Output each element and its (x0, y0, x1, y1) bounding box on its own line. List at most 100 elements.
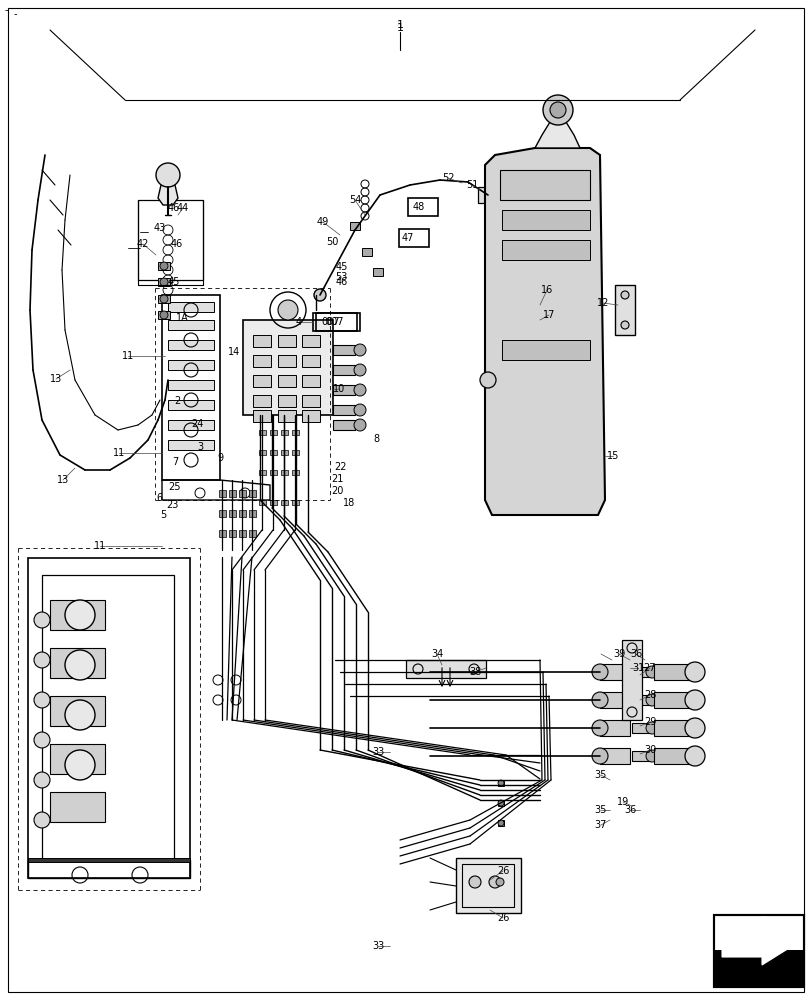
Bar (599, 720, 629, 736)
Bar (229, 530, 236, 537)
Circle shape (620, 321, 629, 329)
Bar (158, 262, 169, 270)
Bar (292, 450, 298, 455)
Bar (362, 248, 371, 256)
Bar (333, 365, 354, 375)
Text: 14: 14 (228, 347, 240, 357)
Text: -: - (14, 9, 18, 19)
Bar (406, 660, 486, 678)
Bar (478, 187, 501, 203)
Polygon shape (484, 148, 604, 515)
Text: 16: 16 (540, 285, 552, 295)
Bar (168, 420, 214, 430)
Bar (219, 510, 225, 517)
Text: 20: 20 (330, 486, 343, 496)
Bar (138, 200, 203, 280)
Text: 36: 36 (629, 649, 642, 659)
Bar (500, 170, 590, 200)
Bar (50, 744, 105, 774)
Bar (50, 648, 105, 678)
Text: 44: 44 (177, 203, 189, 213)
Text: 1: 1 (396, 20, 403, 30)
Bar (614, 285, 634, 335)
Bar (259, 500, 266, 505)
Bar (631, 667, 651, 677)
Circle shape (34, 692, 50, 708)
Text: 52: 52 (441, 173, 453, 183)
Bar (42, 575, 174, 860)
Bar (333, 345, 354, 355)
Text: 51: 51 (466, 180, 478, 190)
Polygon shape (721, 915, 801, 965)
Bar (333, 420, 354, 430)
Circle shape (684, 690, 704, 710)
Text: 7: 7 (172, 457, 178, 467)
Text: 53: 53 (334, 272, 347, 282)
Text: 35: 35 (594, 770, 607, 780)
Circle shape (591, 720, 607, 736)
Circle shape (354, 364, 366, 376)
Bar (456, 858, 521, 913)
Text: 33: 33 (371, 747, 384, 757)
Circle shape (479, 372, 496, 388)
Text: 24: 24 (191, 419, 203, 429)
Bar (497, 820, 504, 826)
Bar (631, 751, 651, 761)
Bar (501, 340, 590, 360)
Text: 35: 35 (594, 805, 607, 815)
Text: 5: 5 (160, 510, 166, 520)
Bar (277, 375, 296, 387)
Circle shape (684, 746, 704, 766)
Bar (497, 800, 504, 806)
Bar (162, 295, 220, 480)
Bar (158, 311, 169, 319)
Circle shape (543, 95, 573, 125)
Circle shape (34, 812, 50, 828)
Text: 007: 007 (321, 317, 340, 327)
Text: 45: 45 (168, 277, 180, 287)
Bar (277, 395, 296, 407)
Bar (713, 950, 803, 987)
Bar (277, 355, 296, 367)
Bar (259, 450, 266, 455)
Text: 10: 10 (333, 384, 345, 394)
Circle shape (620, 291, 629, 299)
Circle shape (497, 780, 504, 786)
Text: 54: 54 (349, 195, 361, 205)
Circle shape (65, 750, 95, 780)
Circle shape (591, 748, 607, 764)
Bar (281, 470, 288, 475)
Text: 30: 30 (643, 745, 655, 755)
Text: 25: 25 (169, 482, 181, 492)
Text: 26: 26 (496, 866, 508, 876)
Circle shape (65, 700, 95, 730)
Circle shape (160, 262, 168, 270)
Circle shape (684, 662, 704, 682)
Text: 1A: 1A (175, 313, 188, 323)
Bar (631, 723, 651, 733)
Bar (219, 490, 225, 497)
Bar (281, 500, 288, 505)
Bar (229, 490, 236, 497)
Text: 50: 50 (325, 237, 337, 247)
Bar (302, 375, 320, 387)
Text: 46: 46 (170, 239, 183, 249)
Bar (168, 302, 214, 312)
Bar (158, 278, 169, 286)
Text: 2: 2 (174, 396, 180, 406)
Circle shape (646, 722, 657, 734)
Bar (653, 720, 693, 736)
Bar (259, 470, 266, 475)
Bar (315, 313, 359, 331)
Polygon shape (158, 175, 178, 205)
Circle shape (277, 300, 298, 320)
Text: 11: 11 (122, 351, 134, 361)
Bar (168, 320, 214, 330)
Bar (653, 748, 693, 764)
Bar (461, 864, 513, 907)
Bar (653, 692, 693, 708)
Bar (372, 268, 383, 276)
Text: 29: 29 (643, 717, 655, 727)
Bar (281, 430, 288, 435)
Text: 39: 39 (612, 649, 624, 659)
